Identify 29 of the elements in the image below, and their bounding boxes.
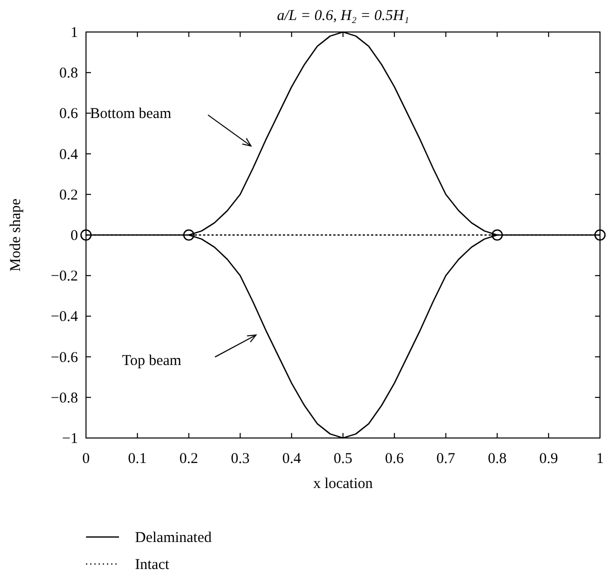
chart-title: a/L = 0.6, H₂ = 0.5H₁	[276, 8, 410, 24]
y-tick-label: −0.8	[50, 390, 78, 406]
annotation: Top beam	[122, 353, 182, 369]
x-tick-label: 0	[82, 451, 90, 467]
x-tick-label: 0.1	[128, 451, 147, 467]
x-tick-label: 0.4	[282, 451, 302, 467]
y-tick-label: −0.2	[50, 268, 78, 285]
y-tick-label: 0	[70, 228, 78, 244]
x-tick-label: 0.8	[488, 451, 507, 467]
y-tick-label: −1	[62, 431, 78, 447]
x-tick-label: 0.7	[436, 451, 456, 467]
legend-label: Delaminated	[135, 530, 212, 546]
y-tick-label: 0.4	[59, 146, 78, 163]
x-tick-label: 1	[596, 451, 604, 467]
x-axis-title: x location	[313, 476, 374, 492]
x-tick-label: 0.3	[230, 451, 250, 467]
y-axis-title: Mode shape	[8, 198, 24, 272]
x-tick-label: 0.5	[334, 451, 352, 467]
y-tick-label: 0.6	[59, 106, 78, 122]
legend-label: Intact	[135, 557, 170, 573]
y-tick-label: 0.8	[59, 66, 78, 82]
x-tick-label: 0.2	[179, 451, 198, 467]
x-tick-label: 0.9	[539, 451, 558, 467]
y-tick-label: 0.2	[59, 187, 78, 204]
y-tick-label: 1	[70, 25, 78, 41]
annotation: Bottom beam	[90, 106, 172, 122]
x-tick-label: 0.6	[385, 451, 404, 467]
y-tick-label: −0.6	[50, 350, 78, 366]
y-tick-label: −0.4	[50, 309, 78, 326]
